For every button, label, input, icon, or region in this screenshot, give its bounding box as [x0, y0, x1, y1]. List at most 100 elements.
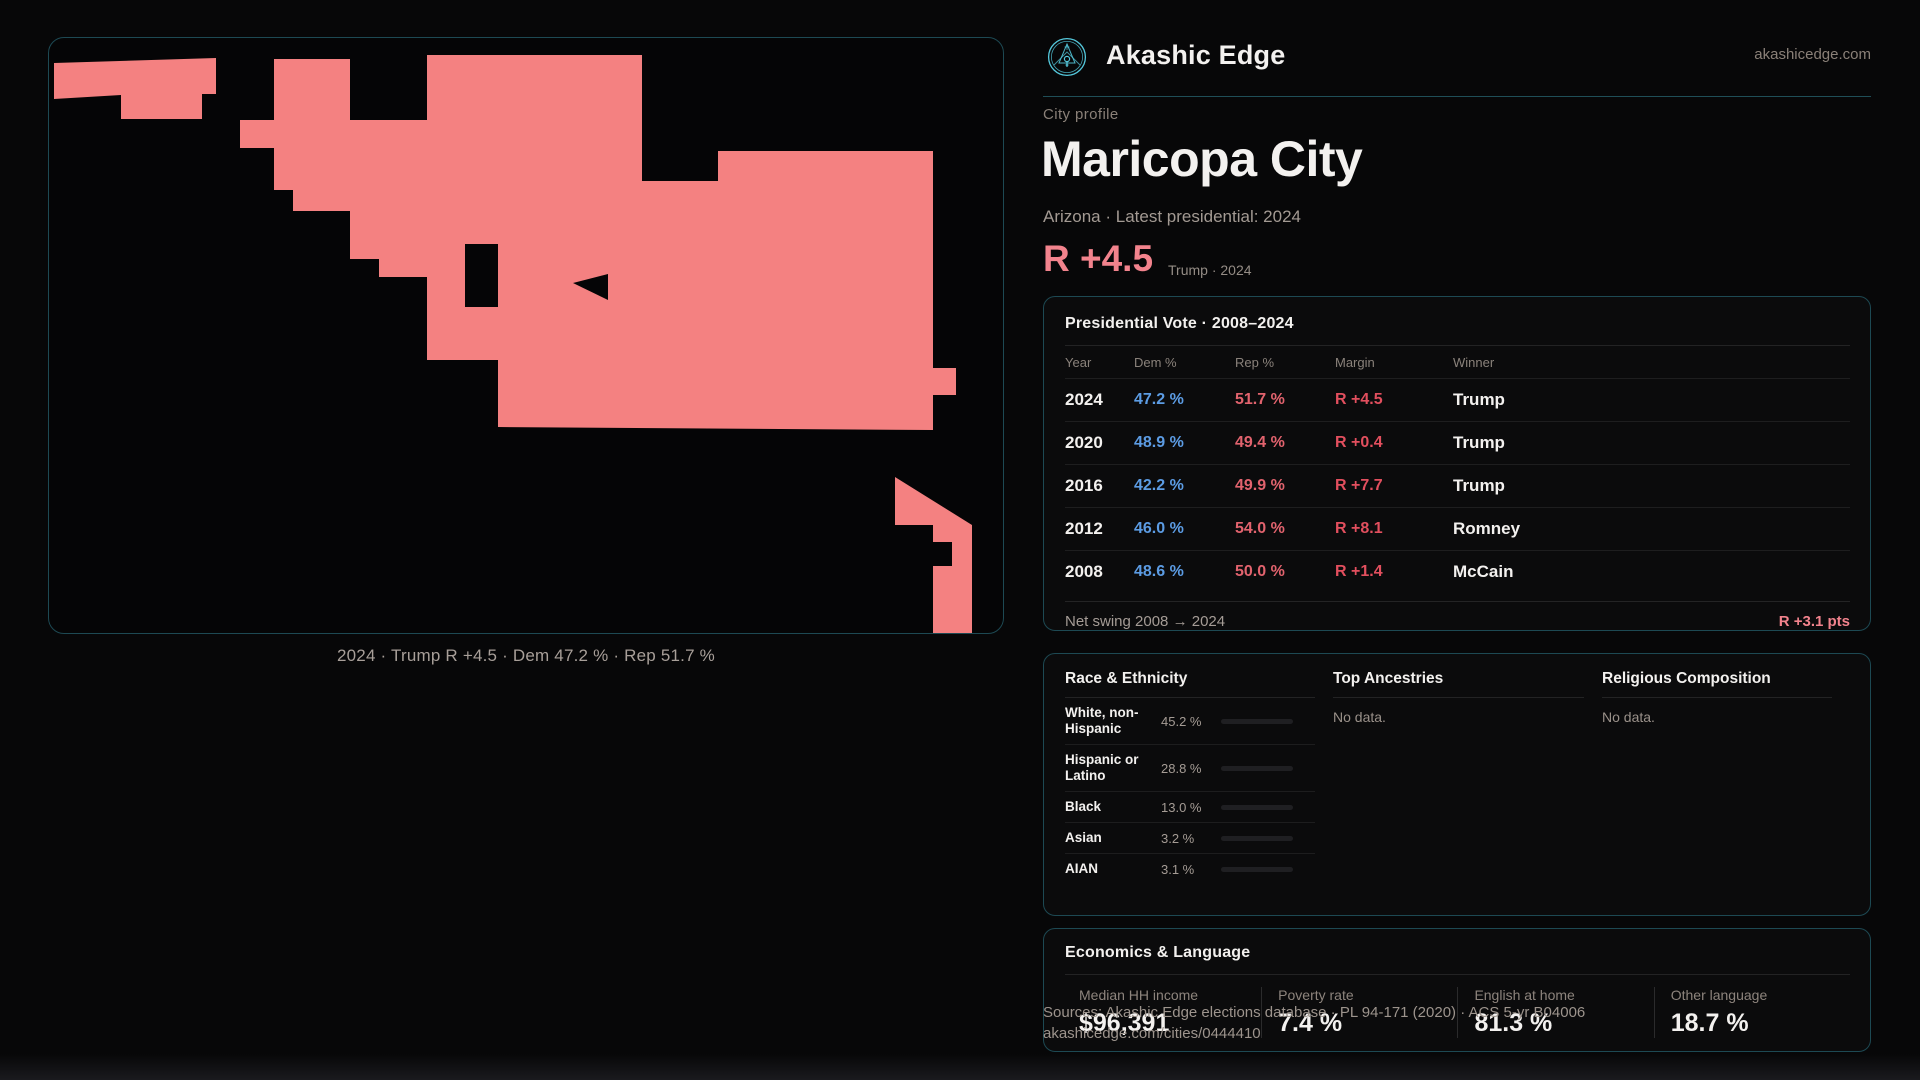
race-row-hispanic: Hispanic or Latino 28.8 %	[1065, 745, 1315, 792]
map-caption: 2024 · Trump R +4.5 · Dem 47.2 % · Rep 5…	[337, 646, 715, 665]
vote-row-2012: 2012 46.0 % 54.0 % R +8.1 Romney	[1065, 508, 1850, 551]
city-title: Maricopa City	[1041, 131, 1363, 187]
margin-cell: R +4.5	[1335, 391, 1383, 408]
vote-row-2024: 2024 47.2 % 51.7 % R +4.5 Trump	[1065, 379, 1850, 422]
top-ancestries-section: Top Ancestries No data.	[1333, 668, 1602, 915]
margin-cell: R +8.1	[1335, 520, 1383, 537]
stat-other-language: Other language 18.7 %	[1653, 987, 1850, 1038]
vote-row-2016: 2016 42.2 % 49.9 % R +7.7 Trump	[1065, 465, 1850, 508]
stat-value: 7.4 %	[1278, 1009, 1343, 1037]
margin-cell: R +1.4	[1335, 563, 1383, 580]
net-swing-value: R +3.1 pts	[1778, 613, 1850, 630]
headline-margin-note: Trump · 2024	[1168, 262, 1252, 278]
demographics-card: Race & Ethnicity White, non-Hispanic 45.…	[1043, 653, 1871, 916]
stat-value: 18.7 %	[1670, 1009, 1749, 1037]
year-cell: 2024	[1065, 390, 1103, 409]
vote-row-2020: 2020 48.9 % 49.4 % R +0.4 Trump	[1065, 422, 1850, 465]
race-ethnicity-section: Race & Ethnicity White, non-Hispanic 45.…	[1065, 668, 1333, 915]
year-cell: 2020	[1065, 433, 1103, 452]
city-subtitle: Arizona · Latest presidential: 2024	[1043, 207, 1301, 226]
economics-card-title: Economics & Language	[1065, 944, 1251, 961]
vote-row-2008: 2008 48.6 % 50.0 % R +1.4 McCain	[1065, 551, 1850, 593]
race-pct: 28.8 %	[1161, 760, 1202, 776]
vote-card-title: Presidential Vote · 2008–2024	[1065, 315, 1294, 332]
net-swing-row: Net swing 2008 → 2024 R +3.1 pts	[1065, 601, 1850, 630]
map-hole	[465, 244, 498, 307]
margin-cell: R +7.7	[1335, 477, 1383, 494]
headline-margin-badge: R +4.5	[1043, 238, 1154, 279]
race-label: White, non-Hispanic	[1065, 705, 1139, 736]
winner-cell: Romney	[1453, 519, 1521, 538]
city-map-panel	[48, 37, 1004, 634]
city-map-canvas	[54, 55, 972, 633]
dem-cell: 46.0 %	[1134, 520, 1184, 537]
net-swing-label: Net swing 2008 → 2024	[1065, 613, 1226, 630]
winner-cell: McCain	[1453, 562, 1514, 581]
race-label: Asian	[1065, 830, 1102, 845]
race-bar	[1221, 835, 1293, 841]
ancestries-no-data: No data.	[1333, 709, 1386, 725]
stat-median-income: Median HH income $96,391	[1065, 987, 1261, 1038]
race-row-asian: Asian 3.2 %	[1065, 823, 1315, 854]
top-ancestries-title: Top Ancestries	[1333, 668, 1584, 698]
dem-cell: 47.2 %	[1134, 391, 1184, 408]
stat-poverty-rate: Poverty rate 7.4 %	[1261, 987, 1457, 1038]
stat-value: $96,391	[1079, 1009, 1170, 1037]
race-pct: 3.2 %	[1161, 830, 1195, 846]
bottom-gradient	[0, 1054, 1920, 1080]
year-cell: 2012	[1065, 519, 1103, 538]
race-bar	[1221, 866, 1293, 872]
religion-no-data: No data.	[1602, 709, 1655, 725]
stat-label: English at home	[1474, 987, 1575, 1003]
akashic-edge-logo-icon[interactable]	[1047, 37, 1087, 77]
stat-label: Poverty rate	[1278, 987, 1354, 1003]
brand-title: Akashic Edge	[1106, 40, 1286, 70]
winner-cell: Trump	[1453, 476, 1505, 495]
race-pct: 45.2 %	[1161, 713, 1202, 729]
race-pct: 3.1 %	[1161, 861, 1195, 877]
col-winner: Winner	[1453, 355, 1495, 370]
map-notch-triangle	[573, 274, 608, 300]
year-cell: 2008	[1065, 562, 1103, 581]
race-bar	[1221, 765, 1293, 771]
rep-cell: 54.0 %	[1235, 520, 1285, 537]
map-shape-southeast-piece	[895, 477, 972, 633]
rep-cell: 49.9 %	[1235, 477, 1285, 494]
vote-table-header: Year Dem % Rep % Margin Winner	[1065, 346, 1850, 379]
map-shape-main-mass	[240, 55, 956, 430]
religious-composition-title: Religious Composition	[1602, 668, 1832, 698]
race-pct: 13.0 %	[1161, 799, 1202, 815]
race-row-black: Black 13.0 %	[1065, 792, 1315, 823]
header-divider	[1043, 96, 1871, 97]
stat-english-at-home: English at home 81.3 %	[1457, 987, 1653, 1038]
col-margin: Margin	[1335, 355, 1375, 370]
col-rep: Rep %	[1235, 355, 1275, 370]
race-bar	[1221, 718, 1293, 724]
race-ethnicity-title: Race & Ethnicity	[1065, 668, 1315, 698]
year-cell: 2016	[1065, 476, 1103, 495]
religious-composition-section: Religious Composition No data.	[1602, 668, 1850, 915]
stat-value: 81.3 %	[1474, 1009, 1553, 1037]
winner-cell: Trump	[1453, 433, 1505, 452]
presidential-vote-card: Presidential Vote · 2008–2024 Year Dem %…	[1043, 296, 1871, 631]
race-label: AIAN	[1065, 861, 1098, 876]
economics-stats-row: Median HH income $96,391 Poverty rate 7.…	[1065, 987, 1850, 1038]
race-row-white: White, non-Hispanic 45.2 %	[1065, 698, 1315, 745]
winner-cell: Trump	[1453, 390, 1505, 409]
rep-cell: 50.0 %	[1235, 563, 1285, 580]
race-label: Black	[1065, 799, 1102, 814]
rep-cell: 51.7 %	[1235, 391, 1285, 408]
col-dem: Dem %	[1134, 355, 1177, 370]
stat-label: Other language	[1670, 987, 1768, 1003]
stat-label: Median HH income	[1079, 987, 1199, 1003]
race-row-aian: AIAN 3.1 %	[1065, 854, 1315, 884]
economics-language-card: Economics & Language Median HH income $9…	[1043, 928, 1871, 1052]
site-header: Akashic Edge akashicedge.com	[1043, 30, 1871, 86]
dem-cell: 42.2 %	[1134, 477, 1184, 494]
rep-cell: 49.4 %	[1235, 434, 1285, 451]
site-domain-link[interactable]: akashicedge.com	[1754, 46, 1871, 63]
page-kicker: City profile	[1043, 106, 1119, 123]
col-year: Year	[1065, 355, 1092, 370]
map-shape-northwest-island	[54, 58, 216, 119]
